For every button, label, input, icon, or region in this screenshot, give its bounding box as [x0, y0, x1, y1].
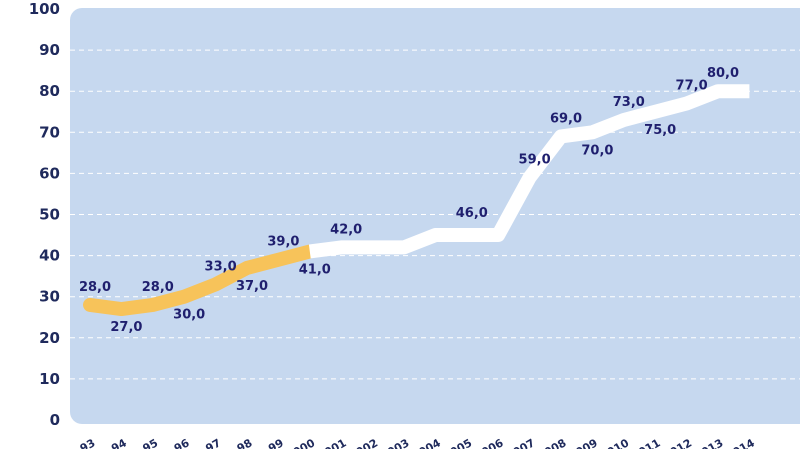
x-tick-label: 2012	[661, 436, 694, 449]
series-line-main	[308, 84, 750, 259]
x-tick-label: 2005	[441, 436, 474, 449]
y-tick-label: 10	[39, 370, 60, 388]
y-tick-label: 70	[39, 123, 60, 141]
data-label: 28,0	[142, 280, 174, 295]
x-tick-label: 2000	[284, 436, 317, 449]
data-label: 77,0	[676, 79, 708, 94]
x-tick-label: 94	[109, 436, 129, 449]
data-label: 41,0	[299, 262, 331, 277]
y-tick-label: 100	[29, 0, 60, 18]
x-tick-label: 99	[266, 436, 286, 449]
x-tick-label: 93	[78, 436, 98, 449]
y-tick-label: 90	[39, 41, 60, 59]
y-tick-label: 30	[39, 288, 60, 306]
y-tick-label: 50	[39, 206, 60, 224]
data-label: 80,0	[707, 66, 739, 81]
x-tick-label: 98	[235, 436, 255, 449]
data-label: 73,0	[613, 95, 645, 110]
x-tick-label: 2008	[535, 436, 568, 449]
y-tick-label: 40	[39, 247, 60, 265]
data-label: 46,0	[456, 206, 488, 221]
data-label: 39,0	[267, 235, 299, 250]
data-label: 75,0	[644, 123, 676, 138]
x-tick-label: 2010	[598, 436, 631, 449]
x-tick-label: 96	[172, 436, 192, 449]
x-tick-label: 2002	[347, 436, 380, 449]
plot-area	[70, 8, 800, 424]
data-label: 70,0	[581, 143, 613, 158]
data-label: 33,0	[205, 259, 237, 274]
x-tick-label: 2006	[473, 436, 506, 449]
x-tick-label: 95	[141, 436, 161, 449]
x-tick-label: 2013	[692, 436, 725, 449]
data-label: 42,0	[330, 222, 362, 237]
x-tick-label: 2004	[410, 436, 443, 449]
data-label: 59,0	[519, 153, 551, 168]
y-tick-label: 60	[39, 164, 60, 182]
x-tick-label: 2011	[630, 436, 663, 449]
x-tick-label: 2014	[724, 436, 757, 449]
y-tick-label: 80	[39, 82, 60, 100]
series-line-highlight	[83, 244, 317, 317]
x-tick-label: 2009	[567, 436, 600, 449]
data-label: 28,0	[79, 280, 111, 295]
x-tick-label: 97	[203, 436, 223, 449]
data-label: 37,0	[236, 279, 268, 294]
x-tick-label: 2007	[504, 436, 537, 449]
data-label: 30,0	[173, 308, 205, 323]
y-tick-label: 20	[39, 329, 60, 347]
y-tick-label: 0	[50, 411, 60, 429]
data-label: 27,0	[110, 320, 142, 335]
x-tick-label: 2001	[316, 436, 349, 449]
x-tick-label: 2003	[378, 436, 411, 449]
data-label: 69,0	[550, 111, 582, 126]
